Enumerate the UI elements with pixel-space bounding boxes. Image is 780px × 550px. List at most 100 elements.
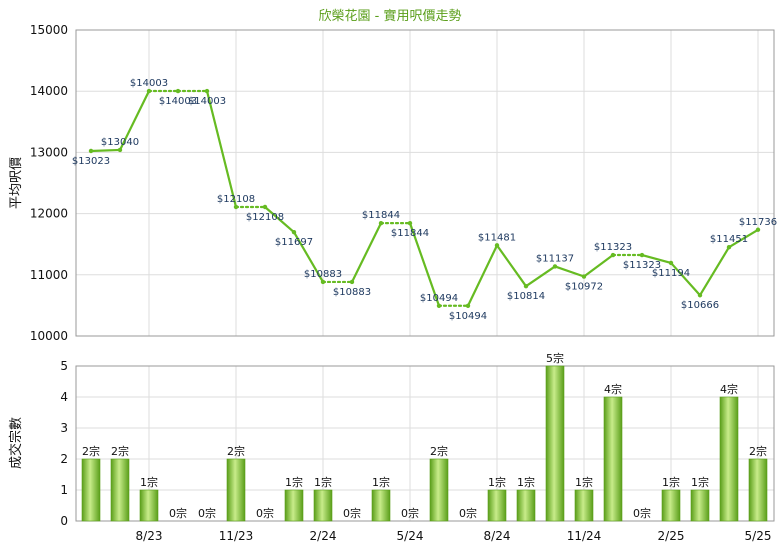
price-panel: 10000 11000 12000 13000 14000 15000 平均呎價 $130…	[9, 23, 777, 343]
price-data-label: $11194	[652, 268, 690, 279]
volume-bar	[110, 458, 130, 522]
price-point	[88, 148, 94, 154]
price-y-axis-label: 平均呎價	[9, 157, 24, 209]
price-point	[610, 252, 616, 258]
volume-data-label: 2宗	[749, 444, 767, 458]
chart-title: 欣榮花園 - 實用呎價走勢	[319, 8, 462, 24]
volume-bar	[226, 458, 246, 522]
volume-bar	[313, 489, 333, 522]
price-data-label: $14003	[188, 96, 226, 107]
price-point	[436, 303, 442, 308]
price-line-segment	[350, 222, 383, 284]
price-line-segment	[727, 228, 760, 249]
price-y-tick-label: 11000	[30, 268, 68, 282]
x-tick-label: 11/24	[567, 529, 602, 543]
price-line-segment	[118, 89, 151, 152]
volume-data-label: 1宗	[517, 475, 535, 489]
price-panel-border	[75, 29, 775, 337]
volume-data-label: 0宗	[343, 506, 361, 520]
price-point	[320, 279, 326, 285]
price-data-label: $11137	[536, 253, 574, 264]
volume-bar	[661, 489, 681, 522]
volume-data-label: 0宗	[198, 506, 216, 520]
price-data-label: $11844	[362, 210, 400, 221]
price-line-segment	[640, 253, 673, 265]
volume-data-label: 0宗	[256, 506, 274, 520]
price-data-label: $10883	[304, 269, 342, 280]
volume-y-tick-label: 0	[60, 514, 68, 528]
x-tick-label: 8/24	[484, 529, 511, 543]
volume-data-label: 1宗	[285, 475, 303, 489]
price-data-label: $11736	[739, 217, 777, 228]
price-data-label: $10814	[507, 291, 545, 302]
volume-bar	[371, 489, 391, 522]
price-point	[494, 243, 500, 248]
price-point	[639, 252, 645, 258]
price-data-label: $10666	[681, 300, 719, 311]
volume-data-label: 1宗	[140, 475, 158, 489]
volume-y-tick-label: 2	[60, 452, 68, 466]
volume-panel: 0 1 2 3 4 5 成交宗數 2宗 2宗 1宗 0宗 0宗 2宗 0宗 1宗 1宗 0宗 1宗 0宗 2宗 0宗…	[8, 351, 775, 543]
price-point	[755, 227, 761, 232]
price-data-label: $12108	[246, 212, 284, 223]
volume-data-label: 1宗	[314, 475, 332, 489]
price-point	[407, 220, 413, 226]
volume-bar	[284, 489, 304, 522]
price-data-label: $14003	[130, 78, 168, 89]
volume-data-label: 0宗	[401, 506, 419, 520]
x-tick-label: 8/23	[136, 529, 163, 543]
volume-bar	[603, 396, 623, 522]
price-y-tick-label: 12000	[30, 207, 68, 221]
volume-bar	[690, 489, 710, 522]
price-data-label: $12108	[217, 194, 255, 205]
volume-bar	[139, 489, 159, 522]
price-data-label: $11697	[275, 237, 313, 248]
price-data-label: $11844	[391, 228, 429, 239]
volume-bar	[81, 458, 101, 522]
volume-data-label: 1宗	[488, 475, 506, 489]
volume-panel-border	[75, 365, 775, 522]
volume-data-label: 2宗	[227, 444, 245, 458]
volume-bar	[429, 458, 449, 522]
price-data-label: $13040	[101, 137, 139, 148]
volume-bar	[748, 458, 768, 522]
volume-data-label: 1宗	[372, 475, 390, 489]
price-point	[349, 279, 355, 285]
price-line-segment	[466, 244, 499, 307]
price-line-segment	[205, 89, 238, 209]
x-tick-label: 5/24	[397, 529, 424, 543]
price-point	[378, 220, 384, 226]
price-line-segment	[698, 246, 731, 297]
volume-y-tick-label: 1	[60, 483, 68, 497]
price-line-segment	[292, 231, 325, 284]
price-point	[204, 88, 210, 94]
price-point	[581, 274, 587, 279]
price-line-segment	[553, 265, 586, 278]
price-point	[233, 204, 239, 210]
volume-data-label: 4宗	[604, 382, 622, 396]
price-y-tick-label: 13000	[30, 145, 68, 159]
price-data-label: $11323	[623, 260, 661, 271]
price-line-segment	[495, 244, 528, 288]
price-data-label: $10494	[420, 293, 458, 304]
price-point	[117, 147, 123, 153]
price-line-segment	[669, 261, 702, 297]
price-data-label: $11451	[710, 234, 748, 245]
price-data-label: $13023	[72, 156, 110, 167]
price-data-label: $11323	[594, 242, 632, 253]
price-point	[465, 303, 471, 308]
volume-data-label: 0宗	[459, 506, 477, 520]
x-tick-label: 11/23	[219, 529, 254, 543]
price-y-tick-label: 15000	[30, 23, 68, 37]
price-point	[523, 283, 529, 289]
price-point	[146, 88, 152, 94]
price-point	[668, 260, 674, 266]
price-point	[697, 293, 703, 298]
price-y-tick-label: 10000	[30, 329, 68, 343]
volume-data-label: 0宗	[633, 506, 651, 520]
price-y-tick-label: 14000	[30, 84, 68, 98]
price-data-label: $11481	[478, 232, 516, 243]
volume-data-label: 2宗	[111, 444, 129, 458]
price-line-segment	[89, 148, 122, 153]
